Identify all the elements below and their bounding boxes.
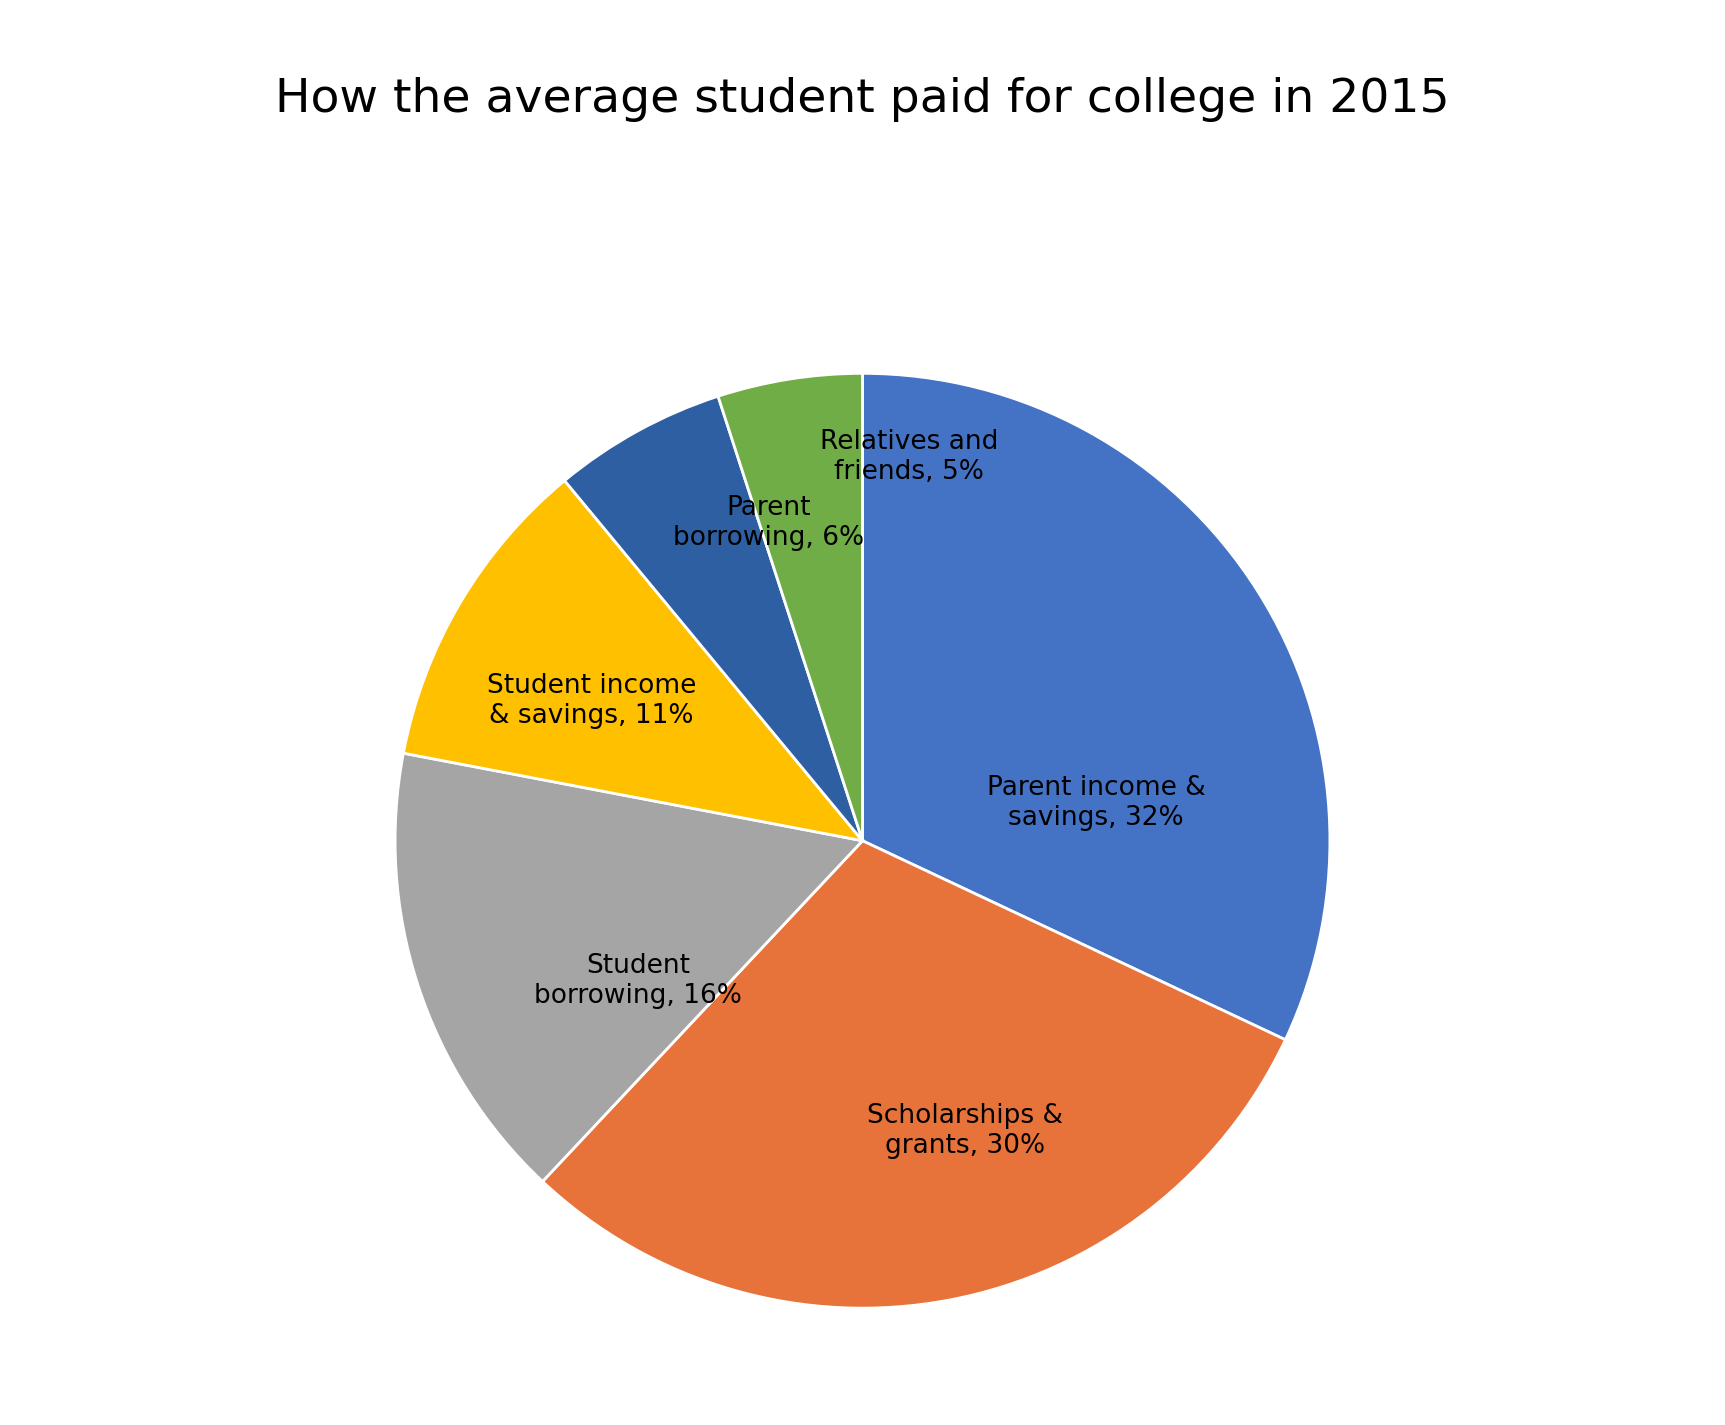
- Wedge shape: [564, 396, 862, 841]
- Wedge shape: [862, 373, 1330, 1040]
- Wedge shape: [395, 754, 862, 1181]
- Wedge shape: [404, 480, 862, 841]
- Text: Student
borrowing, 16%: Student borrowing, 16%: [535, 953, 742, 1009]
- Text: Relatives and
friends, 5%: Relatives and friends, 5%: [819, 429, 999, 486]
- Wedge shape: [718, 373, 862, 841]
- Text: Scholarships &
grants, 30%: Scholarships & grants, 30%: [868, 1103, 1063, 1159]
- Text: Student income
& savings, 11%: Student income & savings, 11%: [486, 673, 697, 728]
- Wedge shape: [543, 841, 1285, 1308]
- Text: Parent income &
savings, 32%: Parent income & savings, 32%: [987, 775, 1206, 831]
- Text: Parent
borrowing, 6%: Parent borrowing, 6%: [673, 494, 864, 551]
- Text: How the average student paid for college in 2015: How the average student paid for college…: [276, 77, 1449, 123]
